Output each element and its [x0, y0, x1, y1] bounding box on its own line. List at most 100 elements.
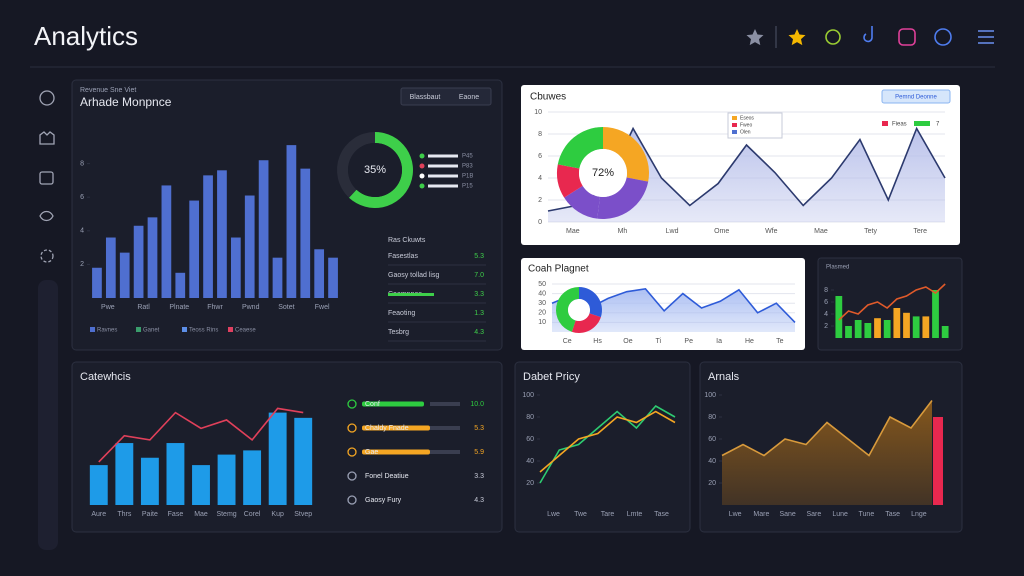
donut-label: 35% — [364, 164, 386, 176]
app-title: Analytics — [34, 21, 138, 51]
legend-bar — [428, 154, 458, 158]
x-tick-label: Oe — [623, 338, 632, 345]
x-tick-label: Aure — [91, 511, 106, 518]
x-tick-label: Twe — [574, 511, 587, 518]
y-tick-label: 60 — [708, 436, 716, 443]
toolbar[interactable] — [746, 26, 995, 48]
y-tick-label: 8 — [824, 287, 828, 294]
y-tick-label: 100 — [704, 392, 716, 399]
y-tick-label: 100 — [522, 392, 534, 399]
pie-slice — [337, 132, 375, 198]
nav-icon[interactable] — [39, 131, 55, 145]
panel — [71, 361, 503, 533]
row-label: Conf — [365, 401, 380, 408]
insta-icon[interactable] — [898, 28, 916, 46]
panel-title: Catewhcis — [80, 371, 131, 383]
x-tick-label: Te — [776, 338, 784, 345]
x-tick-label: Tere — [913, 228, 927, 235]
y-tick-label: 60 — [526, 436, 534, 443]
line — [838, 283, 946, 321]
legend-swatch — [914, 121, 930, 126]
x-tick-label: Pwe — [101, 304, 115, 311]
pie-hole — [579, 149, 627, 197]
legend-swatch — [732, 130, 737, 134]
bar — [912, 316, 920, 338]
x-tick-label: Mh — [618, 228, 628, 235]
pie-hole — [348, 143, 402, 197]
nav-icon[interactable] — [40, 249, 54, 263]
x-tick-label: Plnate — [169, 304, 189, 311]
panel-title: Plasmed — [826, 265, 849, 271]
bar — [854, 320, 862, 338]
bar — [192, 465, 210, 505]
row-bar — [362, 425, 430, 431]
legend-swatch — [90, 327, 95, 332]
pie-slice — [597, 177, 649, 219]
x-tick-label: Lnge — [911, 511, 927, 518]
bar — [883, 320, 891, 338]
bar — [300, 168, 311, 298]
row-icon — [347, 423, 357, 433]
row-bar — [362, 401, 424, 407]
bar — [328, 257, 338, 298]
y-tick-label: 10 — [534, 109, 542, 116]
legend-label: Olen — [740, 129, 751, 135]
d-icon[interactable] — [863, 26, 873, 43]
y-tick-label: 6 — [538, 153, 542, 160]
bar — [147, 217, 158, 298]
legend-label: Eseos — [740, 115, 754, 121]
star-icon[interactable] — [788, 29, 806, 46]
bar — [272, 257, 283, 298]
panel — [514, 361, 691, 533]
y-tick-label: 0 — [538, 219, 542, 226]
y-tick-label: 2 — [538, 197, 542, 204]
nav-icon[interactable] — [39, 171, 54, 185]
legend-label: Fieas — [892, 122, 907, 128]
table-cell: Gaosy tollad lisg — [388, 272, 439, 279]
bar — [314, 249, 325, 298]
x-tick-label: Tune — [859, 511, 875, 518]
x-tick-label: Mae — [194, 511, 208, 518]
x-tick-label: Tase — [885, 511, 900, 518]
legend-label: P45 — [462, 154, 473, 160]
nav-icon[interactable] — [39, 210, 54, 222]
row-label: Gae — [365, 449, 378, 456]
legend-swatch — [228, 327, 233, 332]
y-tick-label: 8 — [538, 131, 542, 138]
table-cell: Fasestlas — [388, 253, 418, 260]
x-tick-label: Pwnd — [242, 304, 260, 311]
pie-label: 72% — [592, 167, 614, 179]
row-value: 10.0 — [470, 401, 484, 408]
legend-label: Teoss Rins — [189, 328, 218, 334]
bar — [89, 465, 108, 505]
line — [721, 400, 933, 457]
gauge-icon[interactable] — [934, 28, 952, 46]
bar — [133, 225, 144, 298]
bar — [922, 316, 930, 338]
bar — [244, 195, 255, 298]
legend-label: P15 — [462, 184, 473, 190]
x-tick-label: Fwel — [315, 304, 330, 311]
legend-label: Ceaese — [235, 328, 256, 334]
y-tick-label: 20 — [708, 480, 716, 487]
x-tick-label: Sane — [779, 511, 795, 518]
y-tick-label: 20 — [538, 310, 546, 317]
legend-swatch — [182, 327, 187, 332]
menu-icon[interactable] — [978, 30, 994, 44]
table-cell: 4.3 — [474, 329, 484, 336]
panel-title: Coah Plagnet — [528, 264, 589, 275]
nav-icon[interactable] — [39, 90, 55, 106]
bar — [161, 185, 172, 298]
row-value: 4.3 — [474, 497, 484, 504]
line — [539, 404, 676, 484]
bar — [268, 412, 287, 505]
scrollbar[interactable] — [38, 280, 58, 550]
pie-slice — [348, 132, 413, 208]
clock-icon[interactable] — [825, 29, 841, 45]
row-track — [430, 426, 460, 430]
sidebar[interactable] — [39, 90, 55, 263]
button: Eaone — [459, 94, 479, 101]
row-value: 5.9 — [474, 449, 484, 456]
star-icon[interactable] — [746, 29, 764, 46]
row-icon — [347, 495, 357, 505]
